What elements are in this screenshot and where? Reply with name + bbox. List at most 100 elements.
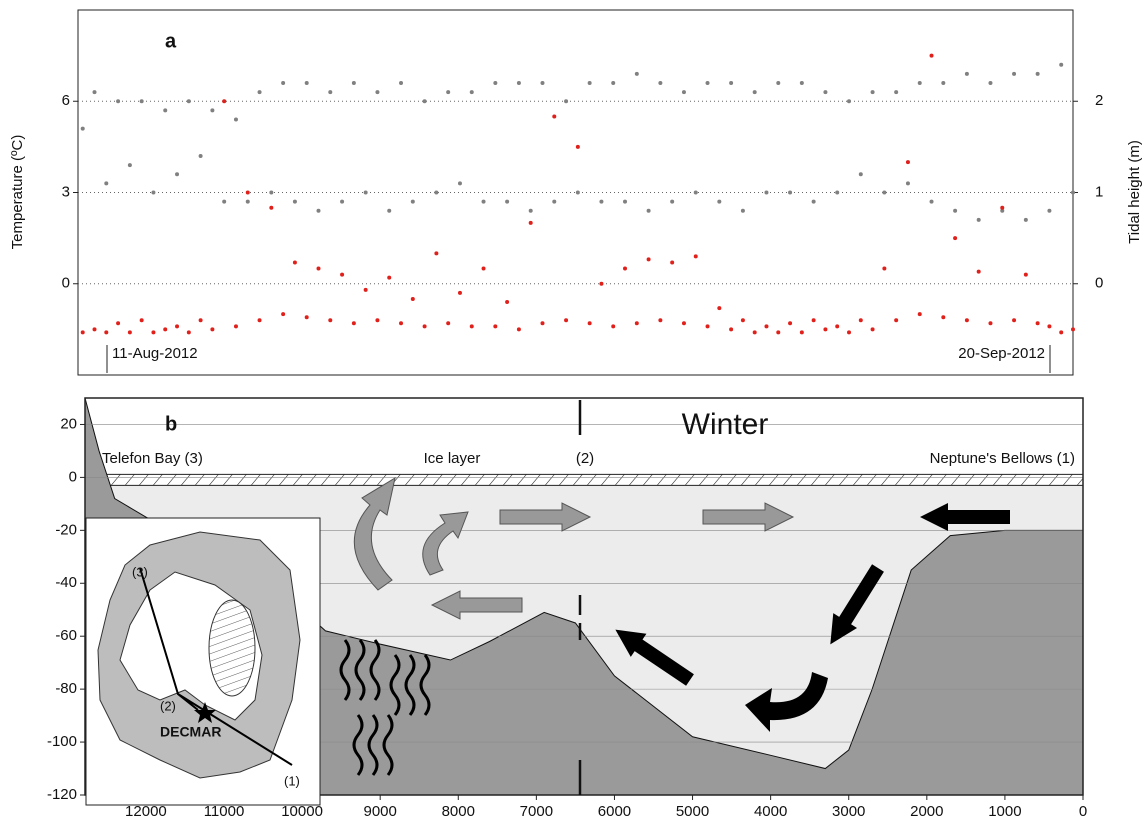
data-point [1059, 330, 1063, 334]
data-point [682, 321, 686, 325]
data-point [446, 321, 450, 325]
data-point [128, 330, 132, 334]
data-point [918, 312, 922, 316]
data-point [364, 191, 368, 195]
y-tick-label: 6 [62, 92, 70, 109]
data-point [399, 81, 403, 85]
data-point [316, 209, 320, 213]
data-point [588, 81, 592, 85]
data-point [375, 318, 379, 322]
data-point [151, 191, 155, 195]
data-point [894, 90, 898, 94]
data-point [776, 81, 780, 85]
data-point [258, 90, 262, 94]
data-point [1012, 318, 1016, 322]
y2-tick-label: 0 [1095, 275, 1103, 292]
data-point [576, 191, 580, 195]
data-point [305, 315, 309, 319]
data-point [953, 236, 957, 240]
data-point [199, 318, 203, 322]
y-tick-label: -80 [55, 680, 77, 697]
y-tick-label: -40 [55, 574, 77, 591]
data-point [658, 81, 662, 85]
data-point [470, 90, 474, 94]
data-point [434, 251, 438, 255]
data-point [800, 330, 804, 334]
data-point [918, 81, 922, 85]
data-point [387, 209, 391, 213]
data-point [1047, 324, 1051, 328]
data-point [234, 324, 238, 328]
data-point [246, 200, 250, 204]
data-point [482, 267, 486, 271]
x-tick-label: 3000 [832, 803, 865, 818]
x-tick-label: 1000 [988, 803, 1021, 818]
y-tick-label: -60 [55, 627, 77, 644]
data-point [670, 200, 674, 204]
data-point [823, 90, 827, 94]
data-point [305, 81, 309, 85]
data-point [175, 172, 179, 176]
data-point [753, 330, 757, 334]
data-point [977, 218, 981, 222]
data-point [399, 321, 403, 325]
panel-a-frame [78, 10, 1073, 375]
data-point [517, 81, 521, 85]
data-point [493, 324, 497, 328]
data-point [965, 318, 969, 322]
data-point [647, 209, 651, 213]
y-axis-label: Temperature (ºC) [9, 135, 26, 250]
data-point [871, 90, 875, 94]
x-tick-label: 0 [1079, 803, 1087, 818]
y2-tick-label: 1 [1095, 183, 1103, 200]
data-point [81, 330, 85, 334]
data-point [446, 90, 450, 94]
data-point [871, 327, 875, 331]
data-point [623, 267, 627, 271]
data-point [953, 209, 957, 213]
ice-label: Ice layer [424, 450, 481, 467]
data-point [163, 327, 167, 331]
x-tick-label: 9000 [363, 803, 396, 818]
y-tick-label: 0 [69, 468, 77, 485]
data-point [93, 90, 97, 94]
x-tick-label: 5000 [676, 803, 709, 818]
data-point [1071, 191, 1075, 195]
data-point [293, 260, 297, 264]
data-point [411, 297, 415, 301]
inset-label: (1) [284, 773, 300, 788]
data-point [1071, 327, 1075, 331]
data-point [187, 99, 191, 103]
location-label: Neptune's Bellows (1) [930, 450, 1075, 467]
data-point [93, 327, 97, 331]
data-point [423, 99, 427, 103]
data-point [281, 312, 285, 316]
data-point [411, 200, 415, 204]
season-label: Winter [682, 408, 769, 441]
data-point [906, 181, 910, 185]
x-tick-label: 7000 [520, 803, 553, 818]
data-point [965, 72, 969, 76]
data-point [269, 206, 273, 210]
data-point [988, 321, 992, 325]
data-point [588, 321, 592, 325]
data-point [210, 327, 214, 331]
y2-axis-label: Tidal height (m) [1126, 140, 1143, 244]
data-point [434, 191, 438, 195]
data-point [564, 99, 568, 103]
data-point [458, 291, 462, 295]
data-point [988, 81, 992, 85]
data-point [151, 330, 155, 334]
data-point [670, 260, 674, 264]
data-point [1047, 209, 1051, 213]
data-point [116, 99, 120, 103]
data-point [552, 114, 556, 118]
data-point [764, 191, 768, 195]
y-tick-label: 0 [62, 275, 70, 292]
data-point [364, 288, 368, 292]
data-point [1036, 321, 1040, 325]
inset-label: (3) [132, 564, 148, 579]
data-point [776, 330, 780, 334]
data-point [658, 318, 662, 322]
data-point [788, 321, 792, 325]
